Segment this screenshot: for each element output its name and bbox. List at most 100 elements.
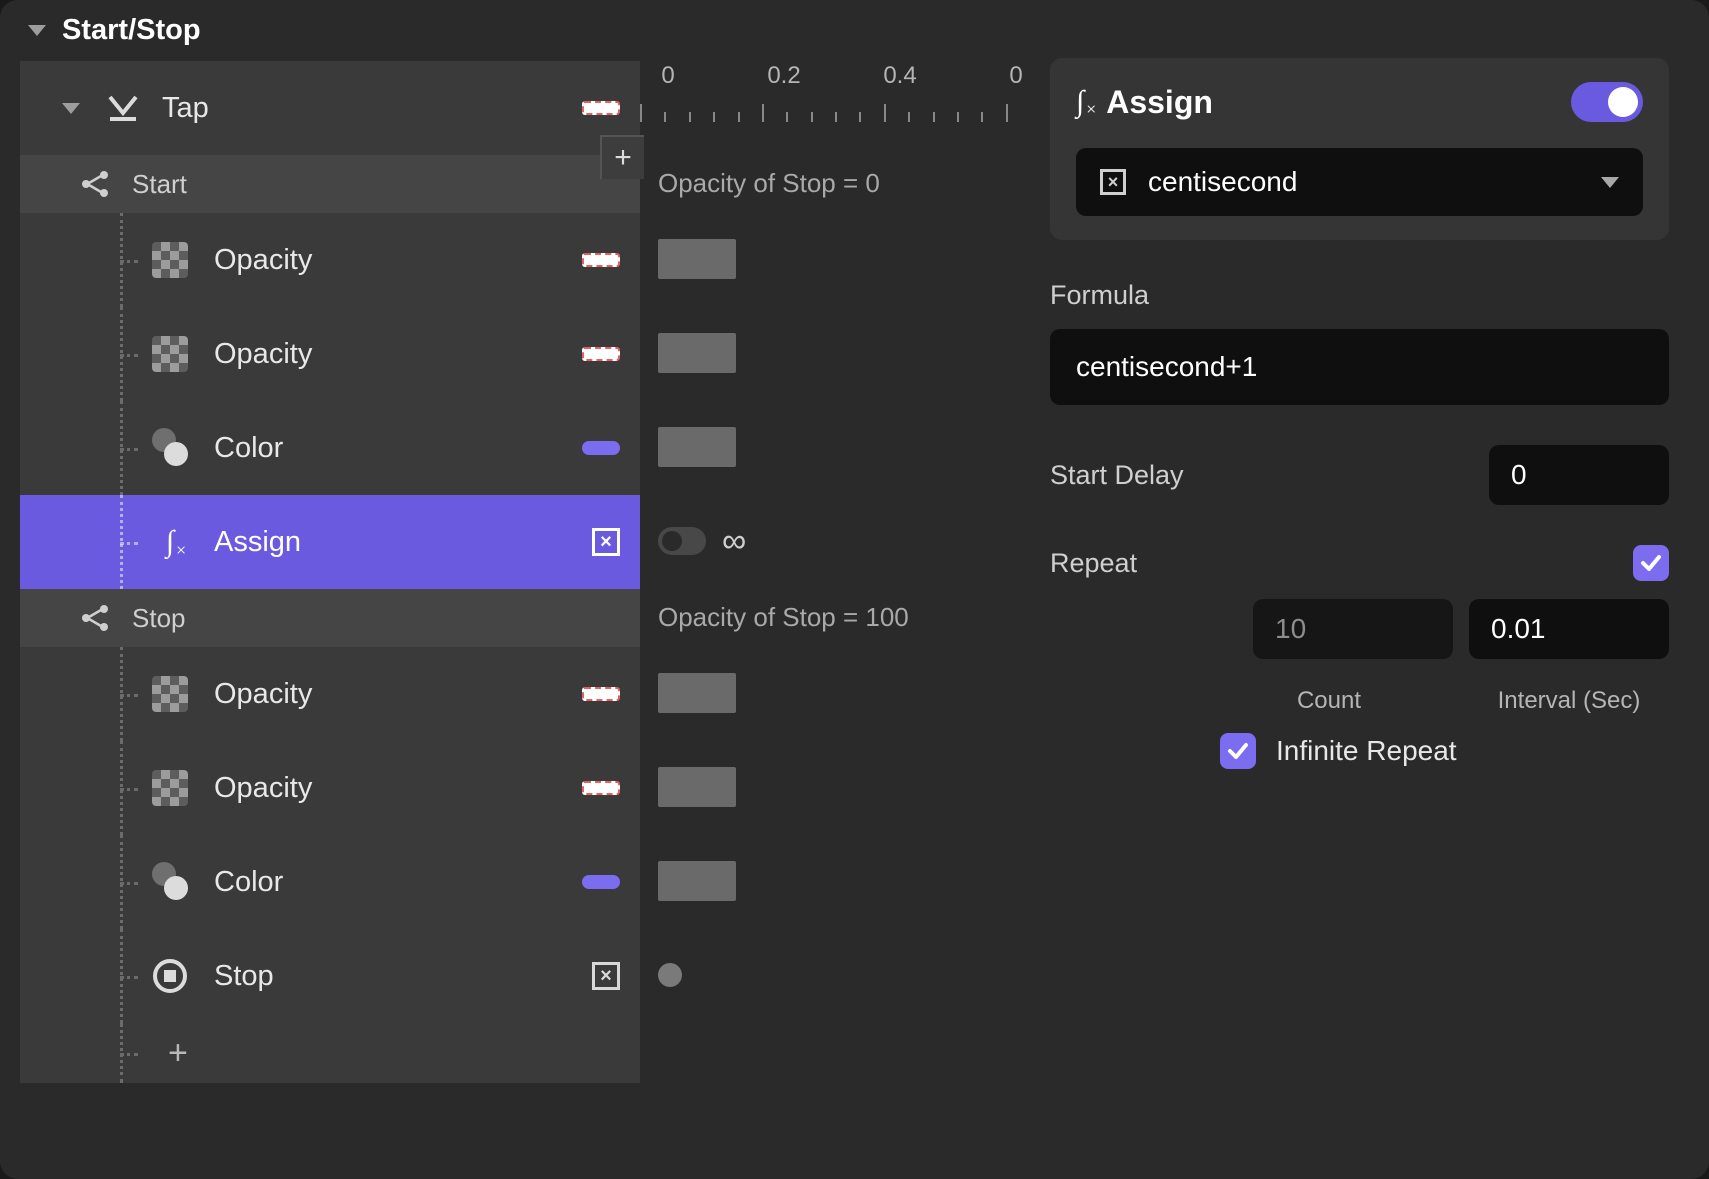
- timeline-block[interactable]: [640, 646, 1030, 740]
- timeline-ruler[interactable]: 0 0.2 0.4 0: [640, 62, 1030, 122]
- tree-panel: Start/Stop Tap Start +: [0, 0, 640, 1179]
- tree-row-tap[interactable]: Tap: [20, 61, 640, 155]
- swatch-icon: [580, 249, 620, 271]
- add-row[interactable]: +: [20, 1023, 640, 1083]
- color-icon: [148, 860, 192, 904]
- ruler-label: 0.4: [880, 62, 920, 90]
- timeline-keyframe[interactable]: [640, 928, 1030, 1022]
- app-root: Start/Stop Tap Start +: [0, 0, 1709, 1179]
- tree-row-label: Opacity: [214, 338, 580, 371]
- tree-row-label: Tap: [162, 92, 580, 125]
- timeline-block[interactable]: [640, 212, 1030, 306]
- timeline-panel: 0 0.2 0.4 0 Opacity of Stop = 0 ∞ Opacit…: [640, 0, 1030, 1179]
- swatch-icon: [580, 777, 620, 799]
- start-delay-label: Start Delay: [1050, 460, 1469, 491]
- tree-row-color[interactable]: Color: [20, 401, 640, 495]
- tree-indent-icon: [108, 495, 148, 589]
- tree-row-opacity[interactable]: Opacity: [20, 741, 640, 835]
- infinity-icon: ∞: [722, 522, 746, 561]
- repeat-label: Repeat: [1050, 548, 1613, 579]
- timeline-block[interactable]: [640, 834, 1030, 928]
- disclosure-triangle-icon: [28, 25, 46, 36]
- start-delay-row: Start Delay 0: [1050, 445, 1669, 505]
- tree-indent-icon: [108, 213, 148, 307]
- opacity-icon: [148, 766, 192, 810]
- tree-row-stop-action[interactable]: Stop ×: [20, 929, 640, 1023]
- formula-input[interactable]: centisecond+1: [1050, 329, 1669, 405]
- formula-section: Formula centisecond+1: [1050, 280, 1669, 405]
- section-header[interactable]: Start/Stop: [0, 0, 640, 61]
- variable-select[interactable]: × centisecond: [1076, 148, 1643, 216]
- tree-group-label: Start: [132, 169, 620, 200]
- tree-row-label: Opacity: [214, 772, 580, 805]
- tree-row-label: Opacity: [214, 244, 580, 277]
- tree-row-label: Stop: [214, 960, 580, 993]
- tree-indent-icon: [108, 307, 148, 401]
- interval-input[interactable]: 0.01: [1469, 599, 1669, 659]
- opacity-icon: [148, 672, 192, 716]
- tree-group-stop[interactable]: Stop: [20, 589, 640, 647]
- tree-row-label: Color: [214, 866, 580, 899]
- tap-icon: [106, 91, 140, 125]
- branch-icon: [80, 169, 110, 199]
- infinite-repeat-checkbox[interactable]: [1220, 733, 1256, 769]
- tree-row-label: Assign: [214, 526, 580, 559]
- color-icon: [148, 426, 192, 470]
- variable-badge-icon: ×: [580, 965, 620, 987]
- tree-indent-icon: [108, 741, 148, 835]
- infinite-repeat-label: Infinite Repeat: [1276, 735, 1457, 767]
- swatch-icon: [580, 437, 620, 459]
- swatch-icon: [580, 683, 620, 705]
- tree-row-label: Color: [214, 432, 580, 465]
- timeline-spacer: [640, 1022, 1030, 1082]
- timeline-text: Opacity of Stop = 0: [640, 154, 1030, 212]
- tree-group-start[interactable]: Start +: [20, 155, 640, 213]
- infinite-repeat-row: Infinite Repeat: [1050, 733, 1669, 769]
- tree-row-opacity[interactable]: Opacity: [20, 213, 640, 307]
- toggle-mini-icon: [658, 527, 706, 555]
- repeat-checkbox[interactable]: [1633, 545, 1669, 581]
- timeline-block[interactable]: [640, 740, 1030, 834]
- repeat-section: Repeat 10 0.01 Count Interval (Sec) Infi…: [1050, 545, 1669, 769]
- variable-badge-icon: ×: [580, 531, 620, 553]
- tree-indent-icon: [108, 929, 148, 1023]
- ruler-label: 0: [996, 62, 1036, 90]
- swatch-icon: [580, 343, 620, 365]
- interval-label: Interval (Sec): [1469, 687, 1669, 715]
- inspector-card: ∫ Assign × centisecond: [1050, 58, 1669, 240]
- enable-switch[interactable]: [1571, 82, 1643, 122]
- tree: Tap Start + Opacity Opacity: [0, 61, 640, 1083]
- tree-row-color[interactable]: Color: [20, 835, 640, 929]
- formula-icon: ∫: [148, 520, 192, 564]
- swatch-icon: [580, 97, 620, 119]
- stop-icon: [148, 954, 192, 998]
- formula-label: Formula: [1050, 280, 1669, 311]
- inspector-title: Assign: [1106, 84, 1549, 121]
- keyframe-dot-icon: [658, 963, 682, 987]
- ruler-label: 0.2: [764, 62, 804, 90]
- count-input[interactable]: 10: [1253, 599, 1453, 659]
- tree-row-assign[interactable]: ∫ Assign ×: [20, 495, 640, 589]
- timeline-text: Opacity of Stop = 100: [640, 588, 1030, 646]
- tree-group-label: Stop: [132, 603, 620, 634]
- start-delay-input[interactable]: 0: [1489, 445, 1669, 505]
- inspector-header: ∫ Assign: [1076, 82, 1643, 122]
- ruler-ticks-icon: [640, 104, 1030, 122]
- section-title: Start/Stop: [62, 14, 201, 47]
- tree-row-opacity[interactable]: Opacity: [20, 307, 640, 401]
- formula-icon: ∫: [1076, 85, 1084, 119]
- timeline-assign-row[interactable]: ∞: [640, 494, 1030, 588]
- tree-indent-icon: [108, 835, 148, 929]
- timeline-block[interactable]: [640, 306, 1030, 400]
- ruler-label: 0: [648, 62, 688, 90]
- tree-row-label: Opacity: [214, 678, 580, 711]
- variable-name: centisecond: [1148, 166, 1297, 198]
- opacity-icon: [148, 332, 192, 376]
- tree-indent-icon: [108, 647, 148, 741]
- add-button[interactable]: +: [600, 135, 644, 179]
- tree-indent-icon: [108, 401, 148, 495]
- branch-icon: [80, 603, 110, 633]
- tree-row-opacity[interactable]: Opacity: [20, 647, 640, 741]
- timeline-block[interactable]: [640, 400, 1030, 494]
- formula-value: centisecond+1: [1076, 351, 1257, 383]
